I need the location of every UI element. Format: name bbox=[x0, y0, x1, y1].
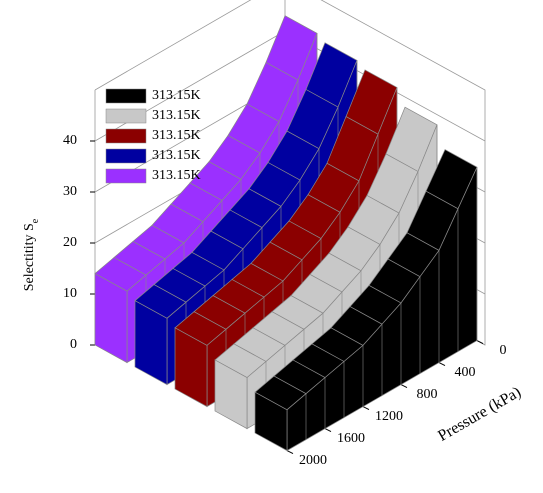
ribbon-front bbox=[254, 391, 288, 452]
y-axis-title-main: Selectitity S bbox=[22, 223, 37, 291]
x-tick bbox=[286, 450, 294, 455]
x-axis-title: Pressure (kPa) bbox=[435, 384, 524, 445]
ribbon-front bbox=[134, 300, 168, 386]
ribbon-front bbox=[214, 359, 248, 430]
y-tick-label: 30 bbox=[63, 184, 77, 199]
legend-label: 313.15K bbox=[152, 88, 201, 103]
x-tick-label: 1200 bbox=[375, 409, 403, 424]
y-tick-label: 10 bbox=[63, 286, 77, 301]
x-tick-label: 0 bbox=[500, 343, 507, 358]
x-tick bbox=[324, 428, 332, 433]
legend-label: 313.15K bbox=[152, 108, 201, 123]
legend-label: 313.15K bbox=[152, 168, 201, 183]
legend-swatch bbox=[105, 108, 147, 124]
ribbon-front bbox=[174, 327, 208, 408]
legend-swatch bbox=[105, 88, 147, 104]
x-tick bbox=[438, 362, 446, 367]
y-axis-title: Selectitity Se bbox=[22, 218, 41, 291]
y-tick-label: 20 bbox=[63, 235, 77, 250]
y-axis-title-sub: e bbox=[30, 218, 41, 223]
ribbon-front bbox=[94, 273, 128, 364]
x-tick-label: 400 bbox=[455, 365, 476, 380]
x-tick bbox=[476, 340, 484, 345]
x-tick-label: 2000 bbox=[299, 453, 327, 468]
legend-swatch bbox=[105, 128, 147, 144]
x-tick bbox=[362, 406, 370, 411]
y-tick-label: 40 bbox=[63, 133, 77, 148]
y-tick-label: 0 bbox=[70, 337, 77, 352]
legend-label: 313.15K bbox=[152, 148, 201, 163]
legend-label: 313.15K bbox=[152, 128, 201, 143]
x-tick-label: 1600 bbox=[337, 431, 365, 446]
legend-swatch bbox=[105, 168, 147, 184]
legend-swatch bbox=[105, 148, 147, 164]
x-tick-label: 800 bbox=[417, 387, 438, 402]
x-tick bbox=[400, 384, 408, 389]
